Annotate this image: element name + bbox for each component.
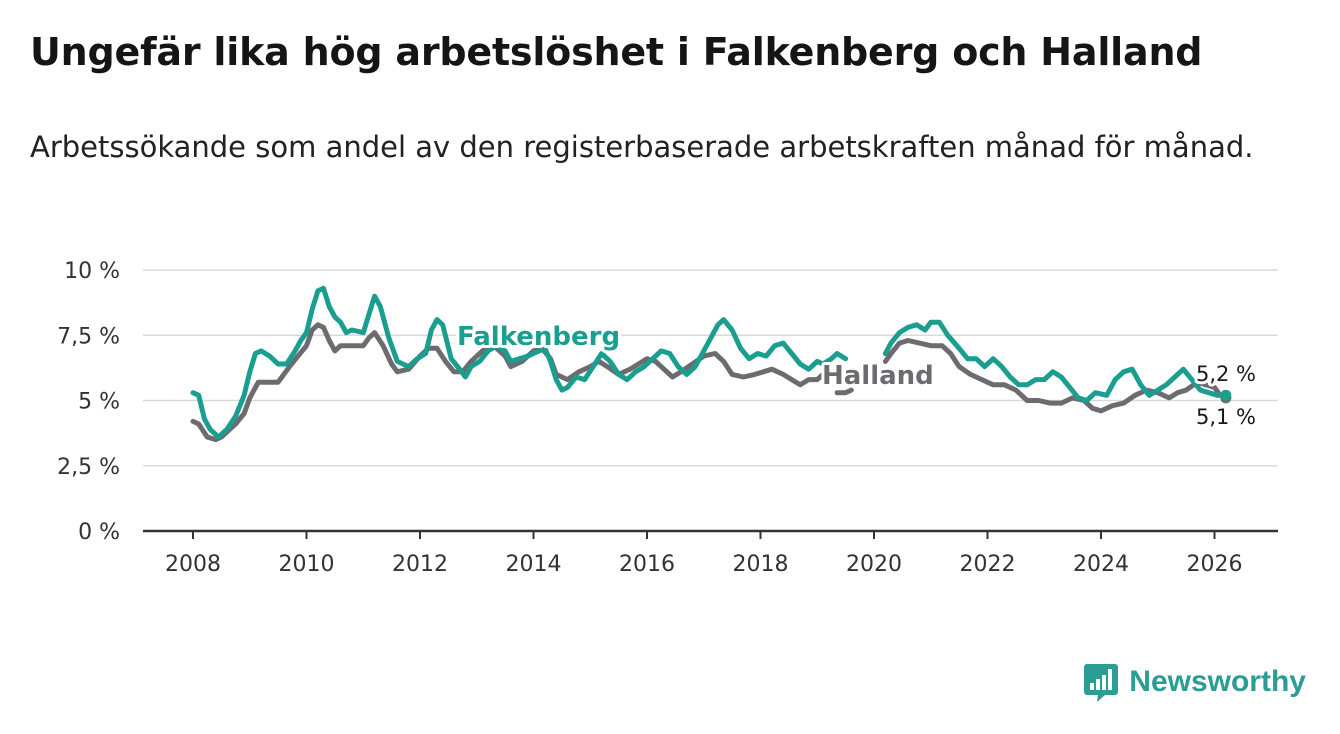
brand-name: Newsworthy: [1129, 665, 1306, 698]
end-value-halland: 5,1 %: [1196, 405, 1256, 429]
x-tick-label: 2016: [619, 552, 675, 577]
chart-annotations: Falkenberg Halland 5,2 % 5,1 %: [454, 319, 1259, 432]
y-tick-label: 10 %: [64, 259, 120, 284]
series-endpoint-falkenberg: [1220, 389, 1232, 401]
x-tick-label: 2008: [165, 552, 221, 577]
x-axis: 2008 2010 2012 2014 2016 2018 2020 2022 2024 2026: [143, 529, 1278, 577]
x-tick-label: 2026: [1187, 552, 1243, 577]
x-tick-label: 2020: [846, 552, 902, 577]
x-tick-label: 2012: [392, 552, 448, 577]
newsworthy-logo: Newsworthy: [1083, 660, 1306, 704]
bar-chart-icon: [1084, 664, 1119, 702]
y-tick-label: 0 %: [78, 520, 120, 545]
x-tick-label: 2018: [733, 552, 789, 577]
series-label-halland: Halland: [822, 361, 934, 391]
x-tick-label: 2024: [1073, 552, 1129, 577]
series-lines: [190, 285, 1232, 443]
y-tick-label: 2,5 %: [57, 455, 120, 480]
end-value-falkenberg: 5,2 %: [1196, 362, 1256, 386]
y-tick-label: 7,5 %: [57, 324, 120, 349]
y-tick-label: 5 %: [78, 390, 120, 415]
series-line-halland: [190, 322, 1229, 443]
series-label-falkenberg: Falkenberg: [457, 322, 620, 352]
chart-title: Ungefär lika hög arbetslöshet i Falkenbe…: [30, 30, 1203, 74]
x-tick-label: 2014: [506, 552, 562, 577]
series-line-falkenberg: [190, 285, 1229, 440]
chart-subtitle: Arbetssökande som andel av den registerb…: [30, 130, 1254, 164]
x-tick-label: 2010: [279, 552, 335, 577]
line-chart: 0 % 2,5 % 5 % 7,5 % 10 % 2008 2010 2012 2014 201…: [57, 259, 1278, 577]
x-tick-label: 2022: [960, 552, 1016, 577]
